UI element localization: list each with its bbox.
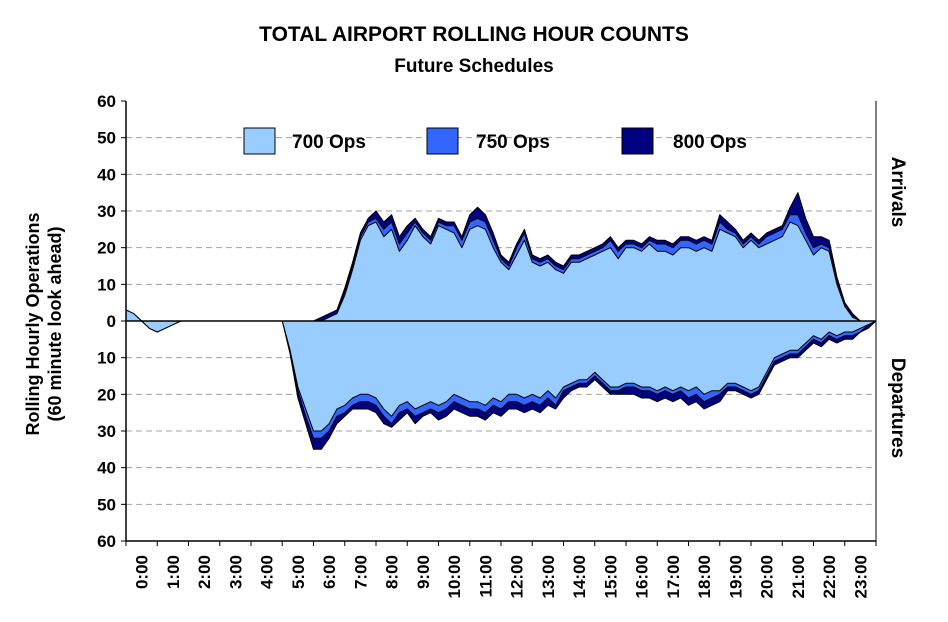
y-tick-label: 20 bbox=[97, 385, 116, 404]
x-tick-label: 11:00 bbox=[476, 555, 495, 598]
y-tick-label: 30 bbox=[97, 202, 116, 221]
y-tick-labels: 60 50 40 30 20 10 0 10 20 30 40 50 60 bbox=[97, 92, 116, 551]
x-tick-label: 19:00 bbox=[726, 555, 745, 598]
y-tick-label: 10 bbox=[97, 275, 116, 294]
x-tick-label: 6:00 bbox=[320, 555, 339, 589]
x-tick-label: 15:00 bbox=[601, 555, 620, 598]
chart-title: TOTAL AIRPORT ROLLING HOUR COUNTS bbox=[259, 23, 689, 46]
legend-label-700: 700 Ops bbox=[292, 132, 366, 153]
legend-label-800: 800 Ops bbox=[673, 132, 747, 153]
x-tick-label: 10:00 bbox=[445, 555, 464, 598]
departures-area-700-ops bbox=[125, 320, 877, 432]
axes bbox=[121, 100, 877, 546]
data-areas bbox=[125, 192, 877, 450]
x-tick-label: 17:00 bbox=[664, 555, 683, 598]
x-tick-label: 4:00 bbox=[258, 555, 277, 589]
y-tick-label: 40 bbox=[97, 459, 116, 478]
y-tick-label: 50 bbox=[97, 129, 116, 148]
x-tick-label: 18:00 bbox=[695, 555, 714, 598]
chart-subtitle: Future Schedules bbox=[394, 56, 553, 77]
y-axis-title-line2: (60 minute look ahead) bbox=[45, 226, 65, 421]
legend-label-750: 750 Ops bbox=[476, 132, 550, 153]
x-tick-label: 0:00 bbox=[133, 555, 152, 589]
x-tick-label: 9:00 bbox=[414, 555, 433, 589]
y-tick-label: 30 bbox=[97, 422, 116, 441]
x-tick-label: 8:00 bbox=[383, 555, 402, 589]
x-tick-labels: 0:00 1:00 2:00 3:00 4:00 5:00 6:00 7:00 8:00 9:00… bbox=[133, 555, 871, 598]
x-tick-label: 1:00 bbox=[164, 555, 183, 589]
x-tick-label: 21:00 bbox=[789, 555, 808, 598]
departures-label: Departures bbox=[887, 358, 908, 458]
y-tick-label: 60 bbox=[97, 532, 116, 551]
y-tick-label: 10 bbox=[97, 349, 116, 368]
x-tick-label: 2:00 bbox=[195, 555, 214, 589]
x-tick-label: 20:00 bbox=[758, 555, 777, 598]
legend-swatch-800 bbox=[621, 127, 654, 155]
x-tick-label: 16:00 bbox=[633, 555, 652, 598]
legend-swatch-750 bbox=[426, 127, 459, 155]
x-tick-label: 14:00 bbox=[570, 555, 589, 598]
y-axis-title-line1: Rolling Hourly Operations bbox=[23, 212, 43, 435]
x-tick-label: 3:00 bbox=[226, 555, 245, 589]
legend: 700 Ops 750 Ops 800 Ops bbox=[243, 127, 747, 155]
x-tick-label: 22:00 bbox=[820, 555, 839, 598]
x-tick-label: 13:00 bbox=[539, 555, 558, 598]
y-tick-label: 20 bbox=[97, 239, 116, 258]
y-axis-title: Rolling Hourly Operations (60 minute loo… bbox=[23, 212, 65, 435]
y-tick-label: 0 bbox=[107, 312, 116, 331]
arrivals-label: Arrivals bbox=[887, 157, 908, 228]
y-tick-label: 50 bbox=[97, 495, 116, 514]
x-tick-label: 23:00 bbox=[851, 555, 870, 598]
x-tick-label: 5:00 bbox=[289, 555, 308, 589]
y-tick-label: 40 bbox=[97, 165, 116, 184]
legend-swatch-700 bbox=[243, 127, 276, 155]
x-tick-label: 12:00 bbox=[508, 555, 527, 598]
x-tick-label: 7:00 bbox=[351, 555, 370, 589]
y-tick-label: 60 bbox=[97, 92, 116, 111]
